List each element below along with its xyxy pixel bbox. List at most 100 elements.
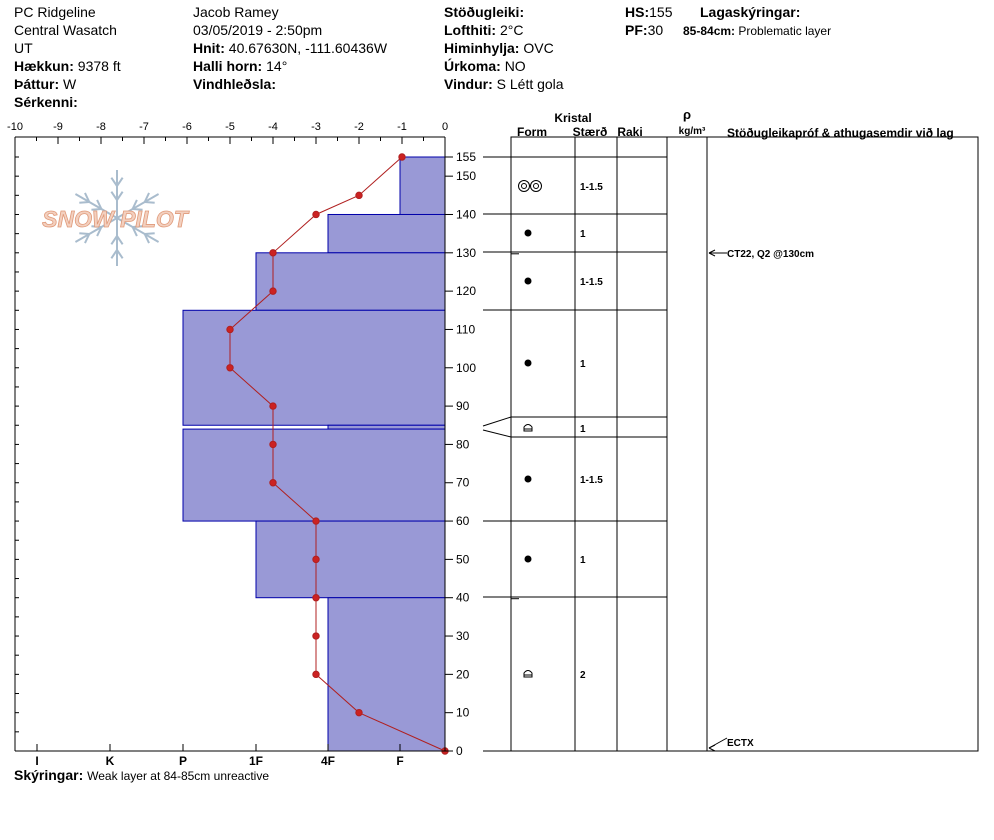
temp-tick-5: -5 <box>225 121 235 133</box>
temp-point-5 <box>312 555 320 564</box>
hardness-label-4: 4F <box>321 754 335 768</box>
slope-angle: Halli horn: 14° <box>193 58 288 74</box>
height-tick-15: 150 <box>456 169 476 183</box>
temp-tick-1: -9 <box>53 121 63 133</box>
hardness-label-2: P <box>179 754 187 768</box>
hardness-layer-7 <box>327 597 446 752</box>
col-form: Form <box>517 125 547 139</box>
crystal-size-3: 1 <box>580 359 586 370</box>
temp-point-16 <box>398 153 406 161</box>
col-size: Stærð <box>573 125 608 139</box>
hs: HS:155 <box>625 4 673 20</box>
hardness-layer-2 <box>255 252 446 311</box>
hardness-label-3: 1F <box>249 754 263 768</box>
crystal-size-6: 1 <box>580 555 586 566</box>
crystal-facet-icon <box>523 424 533 432</box>
crystal-size-0: 1-1.5 <box>580 182 603 193</box>
features: Sérkenni: <box>14 94 78 110</box>
temp-point-13 <box>269 249 277 257</box>
height-tick-11: 110 <box>456 322 475 336</box>
height-tick-2: 20 <box>456 667 470 681</box>
pf: PF:30 <box>625 22 664 38</box>
crystal-round-icon <box>524 475 532 483</box>
crystal-size-2: 1-1.5 <box>580 277 603 288</box>
hardness-layer-6 <box>255 520 446 599</box>
datetime: 03/05/2019 - 2:50pm <box>193 22 323 38</box>
hardness-layer-0 <box>399 156 446 215</box>
temp-tick-9: -1 <box>397 121 407 133</box>
range: Central Wasatch <box>14 22 117 38</box>
crystal-size-5: 1-1.5 <box>580 475 603 486</box>
height-tick-13: 130 <box>456 246 476 260</box>
col-rho: ρ <box>683 107 691 122</box>
hardness-layer-5 <box>182 428 446 522</box>
height-tick-10: 100 <box>456 361 476 375</box>
wind: Vindur: S Létt gola <box>444 76 564 92</box>
temp-tick-8: -2 <box>354 121 364 133</box>
layer-note: 85-84cm: Problematic layer <box>683 24 832 38</box>
height-tick-12: 120 <box>456 284 476 298</box>
temp-point-11 <box>226 325 234 334</box>
hardness-layer-4 <box>327 424 446 430</box>
height-tick-6: 60 <box>456 514 470 528</box>
stability-test-1: ECTX <box>727 738 754 749</box>
sky-cover: Himinhylja: OVC <box>444 40 554 56</box>
height-tick-4: 40 <box>456 591 470 605</box>
temp-point-4 <box>312 594 320 602</box>
temp-point-7 <box>269 479 277 487</box>
crystal-size-7: 2 <box>580 670 586 681</box>
height-tick-7: 70 <box>456 476 470 490</box>
crystal-round-icon <box>524 277 532 285</box>
observer: Jacob Ramey <box>193 4 279 20</box>
coordinates: Hnit: 40.67630N, -111.60436W <box>193 40 388 56</box>
temp-tick-3: -7 <box>139 121 149 133</box>
layer-notes-label: Lagaskýringar: <box>700 4 801 20</box>
wind-loading: Vindhleðsla: <box>193 76 276 92</box>
temp-point-12 <box>269 287 277 295</box>
temp-tick-0: -10 <box>7 121 23 133</box>
temp-point-15 <box>355 191 363 200</box>
temp-point-10 <box>226 364 234 372</box>
elevation: Hækkun: 9378 ft <box>14 58 121 74</box>
aspect: Þáttur: W <box>14 76 77 92</box>
height-tick-14: 140 <box>456 207 476 221</box>
temp-point-1 <box>355 708 363 717</box>
temp-tick-4: -6 <box>182 121 192 133</box>
temp-tick-2: -8 <box>96 121 106 133</box>
crystal-round-icon <box>524 229 532 237</box>
precipitation: Úrkoma: NO <box>444 58 526 74</box>
temp-tick-6: -4 <box>268 121 278 133</box>
crystal-size-4: 1 <box>580 424 586 435</box>
snowpilot-logo: SNOW PILOT <box>42 170 190 266</box>
temp-tick-10: 0 <box>442 121 448 133</box>
hardness-layer-3 <box>182 309 446 426</box>
logo-text: SNOW PILOT <box>42 206 190 232</box>
height-tick-5: 50 <box>456 552 470 566</box>
height-tick-8: 80 <box>456 437 470 451</box>
crystal-round-icon <box>524 555 532 563</box>
state: UT <box>14 40 33 56</box>
height-tick-3: 30 <box>456 629 470 643</box>
temp-point-14 <box>312 210 320 219</box>
hardness-layer-1 <box>327 213 446 254</box>
temp-point-2 <box>312 670 320 679</box>
temp-point-6 <box>312 517 320 525</box>
temp-tick-7: -3 <box>311 121 321 133</box>
height-tick-9: 90 <box>456 399 470 413</box>
location: PC Ridgeline <box>14 4 96 20</box>
hardness-label-1: K <box>106 754 115 768</box>
stability-test-0: CT22, Q2 @130cm <box>727 249 814 260</box>
height-tick-0: 0 <box>456 744 463 758</box>
temp-point-9 <box>269 402 277 410</box>
crystal-melt-cluster-icon <box>518 180 542 192</box>
air-temp: Lofthiti: 2°C <box>444 22 524 38</box>
col-moisture: Raki <box>617 125 642 139</box>
crystal-round-icon <box>524 359 532 367</box>
hardness-label-0: I <box>35 754 38 768</box>
col-density: kg/m³ <box>679 126 706 137</box>
notes: Skýringar: Weak layer at 84-85cm unreact… <box>14 767 270 783</box>
temp-point-8 <box>269 440 277 449</box>
hardness-label-5: F <box>396 754 403 768</box>
temp-point-3 <box>312 632 320 640</box>
